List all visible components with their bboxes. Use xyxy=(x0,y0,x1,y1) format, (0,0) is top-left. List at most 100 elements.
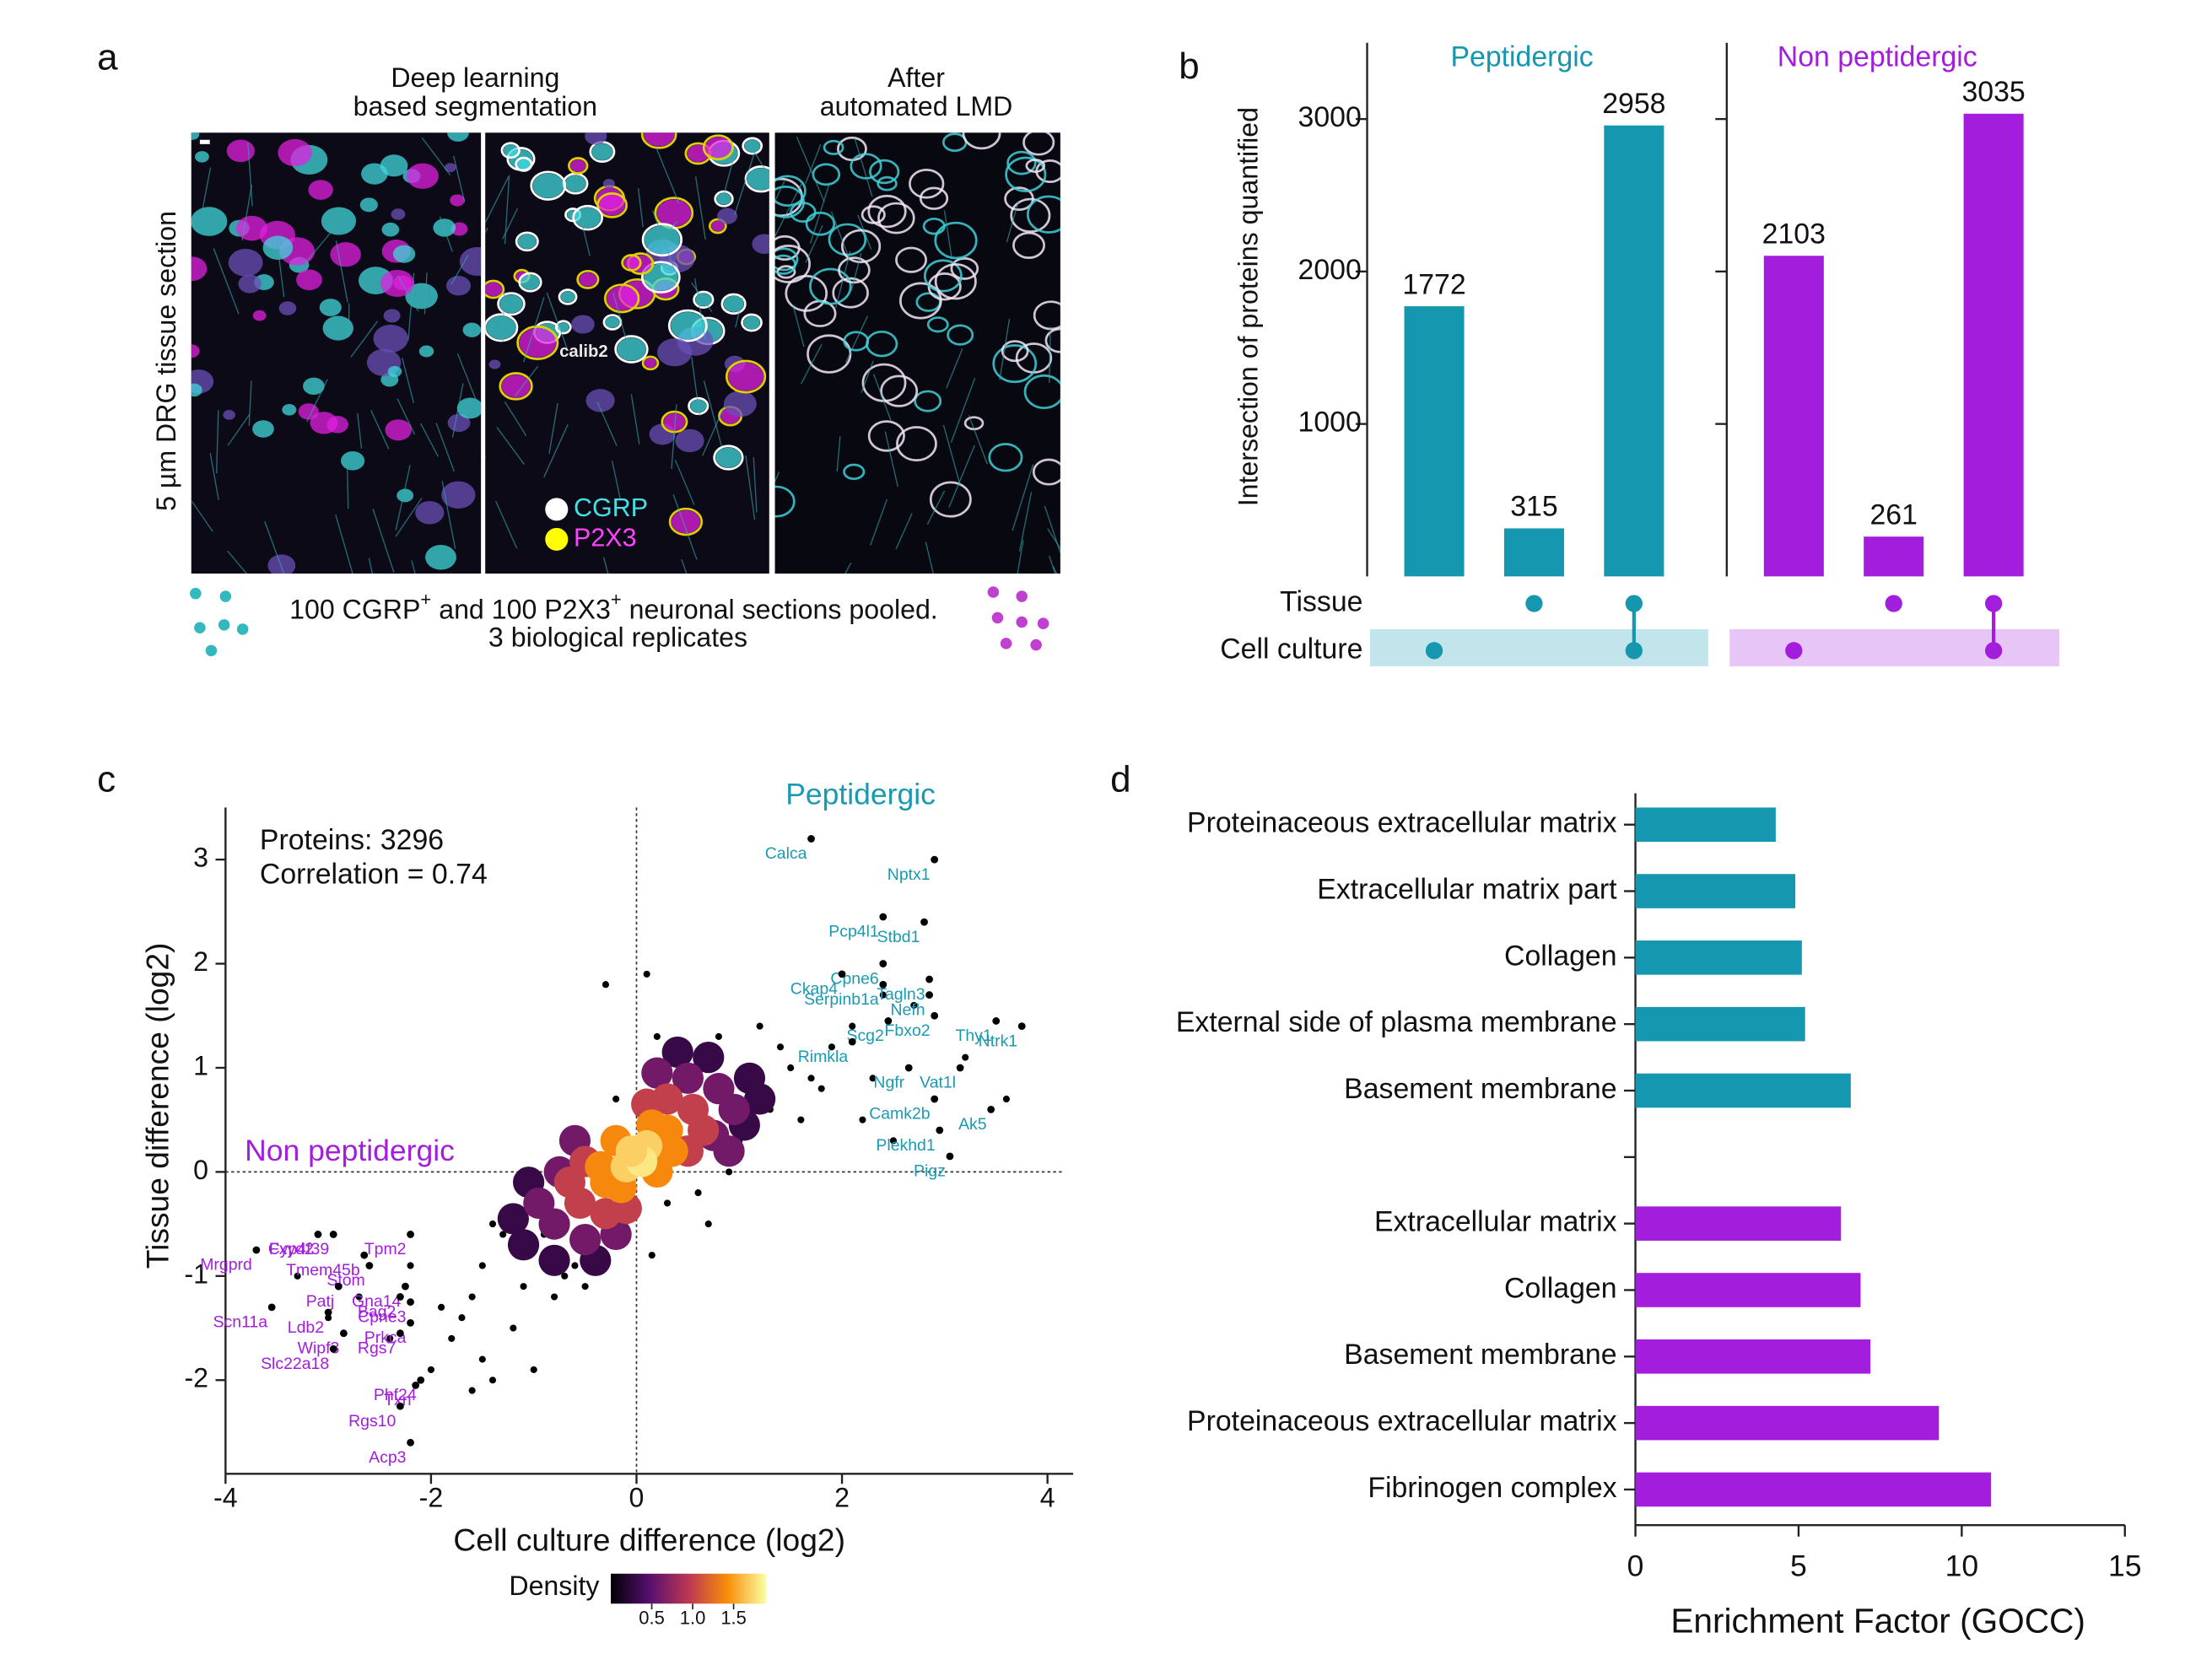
cell xyxy=(704,137,731,159)
point xyxy=(756,1022,763,1030)
cell xyxy=(717,207,738,224)
fiber xyxy=(861,360,874,393)
point xyxy=(817,1085,825,1092)
bar xyxy=(1635,1206,1842,1241)
cut-outline xyxy=(774,245,811,283)
cell xyxy=(450,194,465,207)
cell xyxy=(406,163,439,189)
cell xyxy=(656,199,692,227)
point xyxy=(571,1262,579,1269)
fiber xyxy=(504,175,510,245)
x-axis-label: Cell culture difference (log2) xyxy=(453,1522,845,1557)
pool-dot xyxy=(1000,638,1012,649)
colorbar-tick-label: 1.5 xyxy=(720,1608,747,1629)
fiber xyxy=(1017,540,1024,574)
fiber xyxy=(672,494,698,560)
point xyxy=(910,1001,918,1009)
cell xyxy=(387,365,402,378)
image-title: based segmentation xyxy=(353,91,597,121)
category-label: Proteinaceous extracellular matrix xyxy=(1187,807,1617,839)
cell xyxy=(267,554,296,574)
point xyxy=(499,1231,507,1238)
cut-outline xyxy=(1044,327,1060,353)
cut-outline xyxy=(861,205,886,224)
point-label: Tmem45b xyxy=(286,1261,360,1280)
pool-dot xyxy=(194,622,206,634)
cut-outline xyxy=(843,463,866,481)
fiber xyxy=(681,558,688,574)
segment-outline xyxy=(725,359,767,394)
fiber xyxy=(691,357,700,417)
fiber xyxy=(241,185,253,241)
fiber xyxy=(999,318,1011,380)
x-tick-label: 10 xyxy=(1945,1549,1979,1582)
category-label: Fibrinogen complex xyxy=(1368,1472,1616,1504)
cell xyxy=(675,428,704,453)
fiber xyxy=(453,155,466,202)
point-label: Ngfr xyxy=(873,1074,904,1092)
cell xyxy=(191,207,228,236)
image-title: automated LMD xyxy=(820,91,1013,121)
image-content xyxy=(485,132,769,574)
labeled-point xyxy=(936,1126,944,1134)
bar xyxy=(1635,1006,1805,1042)
segment-outline xyxy=(621,254,642,272)
cut-outline xyxy=(1023,374,1060,410)
segment-outline xyxy=(741,313,763,332)
point-label: Tpm2 xyxy=(364,1240,407,1258)
image-content xyxy=(191,132,482,574)
point xyxy=(726,1168,733,1176)
labeled-point xyxy=(339,1329,348,1338)
fiber xyxy=(277,245,285,298)
cell xyxy=(606,286,638,311)
annotation: Proteins: 3296 xyxy=(260,824,444,856)
category-label: Basement membrane xyxy=(1344,1073,1616,1105)
colorbar-label: Density xyxy=(509,1571,599,1601)
point xyxy=(704,1220,712,1228)
segment-outline xyxy=(497,292,526,316)
density-point xyxy=(693,1042,725,1074)
labeled-point xyxy=(324,1308,332,1317)
bar xyxy=(1604,125,1664,577)
fiber xyxy=(357,412,363,449)
cell xyxy=(373,324,408,353)
fiber xyxy=(495,500,518,549)
x-axis-label: Enrichment Factor (GOCC) xyxy=(1670,1602,2085,1641)
labeled-point xyxy=(956,1064,964,1072)
density-point xyxy=(661,1036,693,1069)
labeled-point xyxy=(904,1064,913,1072)
bar xyxy=(1864,536,1924,577)
legend-marker xyxy=(545,527,569,551)
matrix-dot xyxy=(1885,595,1902,612)
point-label: Stbd1 xyxy=(877,928,920,946)
labeled-point xyxy=(1017,1022,1026,1030)
labeled-point xyxy=(396,1293,404,1301)
point xyxy=(468,1387,476,1394)
point xyxy=(715,1032,722,1040)
cell xyxy=(711,220,725,232)
segment-outline xyxy=(603,283,640,314)
segment-outline xyxy=(720,293,747,315)
cell xyxy=(663,412,686,431)
point xyxy=(581,1283,589,1291)
bar xyxy=(1635,807,1776,842)
point-label: Gna14 xyxy=(352,1292,402,1311)
fiber xyxy=(809,181,831,244)
cell xyxy=(296,269,322,291)
cell xyxy=(223,409,235,420)
pool-icon xyxy=(190,587,249,657)
cut-outline xyxy=(838,256,871,284)
fiber xyxy=(451,383,464,438)
cell xyxy=(657,338,693,367)
cell xyxy=(670,311,705,340)
density-point xyxy=(651,1083,683,1115)
point xyxy=(520,1283,527,1291)
point xyxy=(355,1293,363,1301)
pool-dot xyxy=(1016,616,1028,628)
fiber xyxy=(602,557,609,574)
labeled-point xyxy=(879,980,887,989)
cut-outline xyxy=(929,481,972,518)
cut-outline xyxy=(843,331,870,352)
labeled-point xyxy=(407,1231,414,1238)
